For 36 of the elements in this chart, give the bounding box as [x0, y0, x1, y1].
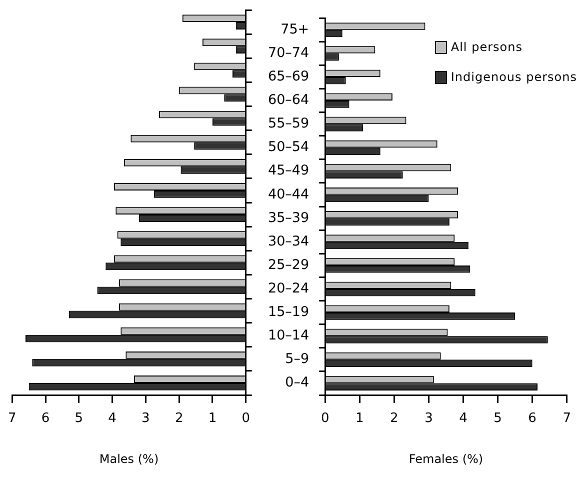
x-tick-label: 0 — [242, 411, 250, 426]
y-tick-label: 10–14 — [268, 328, 310, 344]
legend-label: Indigenous persons — [450, 70, 577, 84]
y-tick-label: 35–39 — [268, 210, 310, 226]
x-tick-label: 2 — [390, 411, 398, 426]
x-tick-label: 0 — [320, 411, 330, 426]
y-tick-label: 65–69 — [268, 68, 310, 84]
x-tick-label: 4 — [459, 411, 468, 426]
y-tick-label: 15–19 — [268, 304, 310, 320]
x-tick-label: 1 — [356, 411, 364, 426]
x-tick-label: 7 — [8, 411, 16, 426]
x-tick-label: 5 — [74, 411, 84, 426]
y-tick-label: 55–59 — [268, 116, 310, 132]
y-tick-label: 20–24 — [268, 280, 310, 296]
y-tick-label: 75+ — [280, 21, 310, 38]
legend-label: All persons — [450, 40, 522, 54]
y-tick-label: 5–9 — [285, 351, 310, 368]
y-tick-label: 40–44 — [268, 186, 310, 202]
x-tick-label: 6 — [528, 411, 536, 426]
x-axis-title: Females (%) — [408, 452, 484, 466]
y-tick-label: 60–64 — [268, 92, 310, 108]
x-axis-title: Males (%) — [99, 452, 159, 466]
x-tick-label: 3 — [142, 411, 150, 426]
x-tick-label: 6 — [41, 411, 50, 426]
y-tick-label: 0–4 — [285, 374, 310, 391]
y-tick-label: 45–49 — [268, 162, 310, 179]
x-tick-label: 2 — [174, 411, 184, 426]
x-tick-label: 7 — [562, 411, 572, 426]
y-tick-label: 50–54 — [268, 139, 310, 156]
x-tick-label: 5 — [494, 411, 502, 426]
y-tick-label: 70–74 — [268, 44, 310, 61]
y-tick-label: 25–29 — [268, 256, 310, 273]
x-tick-label: 1 — [208, 411, 217, 426]
x-tick-label: 4 — [108, 411, 116, 426]
x-tick-label: 3 — [424, 411, 433, 426]
y-tick-label: 30–34 — [268, 233, 310, 250]
